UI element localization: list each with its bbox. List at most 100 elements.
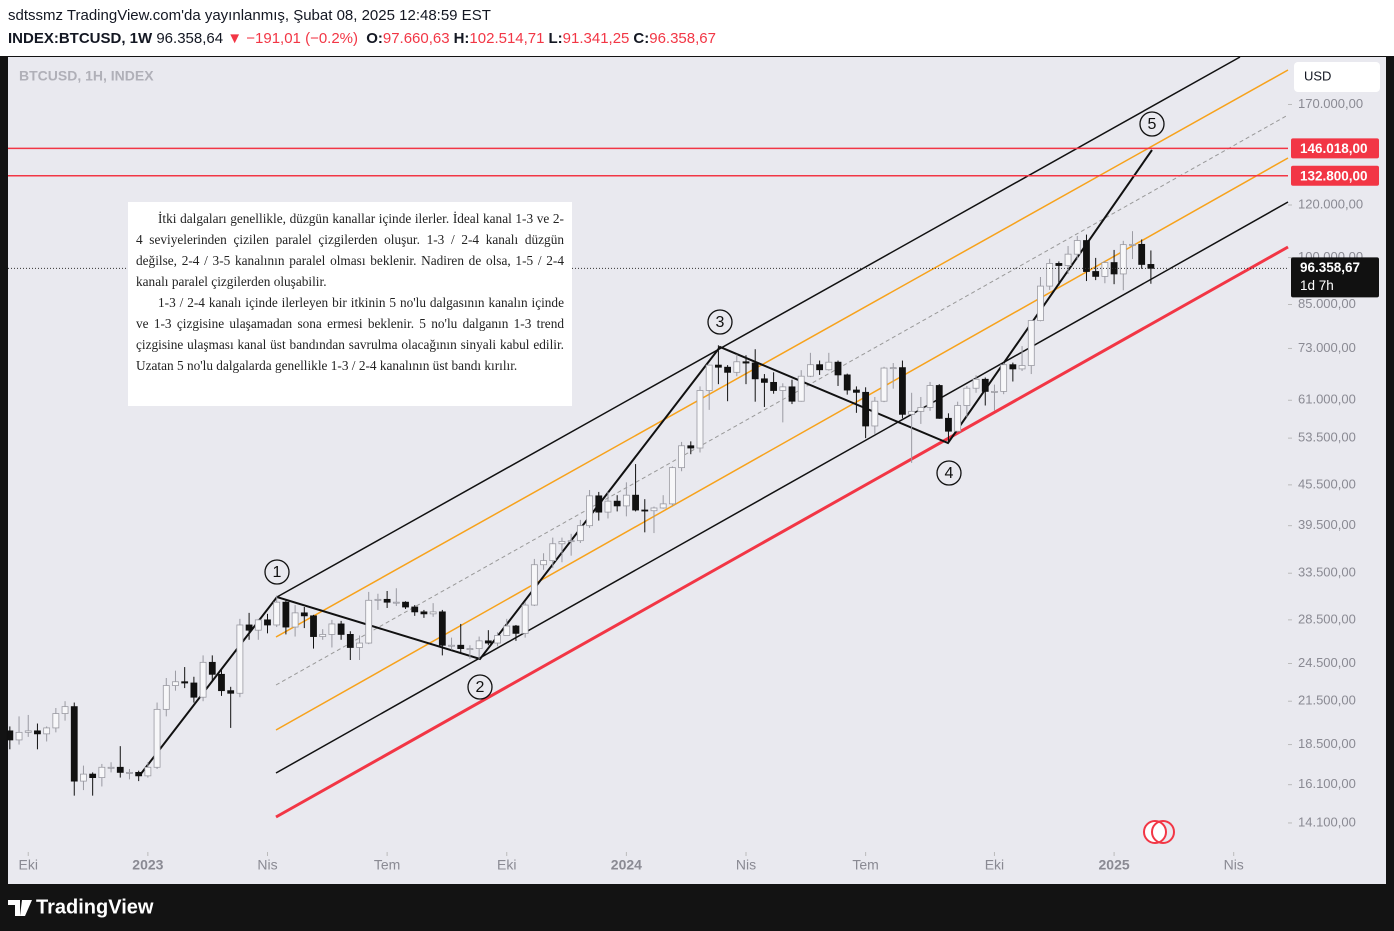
ohlc-value: 96.358,67	[649, 30, 716, 47]
y-tick-label: 120.000,00	[1298, 196, 1363, 211]
x-tick-label: Eki	[19, 857, 38, 873]
candle-body	[899, 367, 906, 415]
candle-body	[512, 625, 520, 634]
candle-body	[797, 375, 805, 402]
candle-body	[153, 708, 161, 768]
candle-body	[135, 771, 143, 777]
candle-body	[264, 619, 271, 626]
channel-line	[276, 56, 1241, 598]
candle-body	[641, 509, 649, 512]
candle-body	[190, 682, 198, 698]
candle-body	[172, 681, 179, 686]
brand: TradingView	[36, 896, 154, 918]
candle-body	[254, 619, 262, 631]
ohlc-key: H:	[454, 30, 470, 47]
candle-body	[383, 598, 391, 603]
candle-body	[1119, 244, 1127, 275]
candle-body	[613, 500, 621, 507]
candle-body	[494, 635, 501, 644]
candles	[6, 231, 1155, 796]
candle-body	[567, 540, 575, 543]
candle-body	[586, 495, 593, 527]
level-tag	[1291, 138, 1379, 159]
candle-body	[89, 773, 97, 778]
x-tick-label: Tem	[374, 857, 400, 873]
wave-label: 5	[1148, 116, 1157, 133]
last-price-label: 96.358,67	[1300, 260, 1360, 275]
candle-body	[1129, 243, 1136, 246]
candle-body	[650, 507, 658, 512]
candle-body	[126, 771, 133, 774]
footer-bg	[0, 884, 1394, 931]
candle-body	[816, 364, 824, 371]
candle-body	[34, 730, 41, 735]
candle-body	[1110, 262, 1118, 275]
candle-body	[52, 713, 60, 729]
wave-label: 4	[945, 465, 954, 482]
candle-body	[1064, 253, 1072, 266]
currency-button[interactable]	[1294, 62, 1380, 92]
y-tick-label: 45.500,00	[1298, 476, 1356, 491]
candle-body	[595, 495, 603, 513]
candle-body	[300, 612, 308, 617]
candle-body	[328, 623, 336, 635]
candle-body	[576, 525, 584, 542]
candle-body	[917, 407, 925, 412]
candle-body	[668, 467, 676, 505]
note-paragraph: 1-3 / 2-4 kanalı içinde ilerleyen bir it…	[136, 295, 564, 373]
publish-info: sdtssmz TradingView.com'da yayınlanmış, …	[8, 7, 491, 24]
candle-body	[991, 391, 998, 393]
candle-body	[162, 685, 170, 710]
candle-body	[549, 543, 557, 561]
candle-body	[935, 385, 943, 419]
candle-body	[604, 500, 612, 513]
ohlc-value: 91.341,25	[563, 30, 630, 47]
candle-body	[282, 601, 290, 628]
candle-body	[227, 690, 235, 694]
x-tick-label: 2025	[1099, 857, 1130, 873]
y-tick-label: 85.000,00	[1298, 296, 1356, 311]
candle-body	[1009, 364, 1017, 370]
candle-body	[365, 599, 373, 644]
candle-body	[770, 381, 778, 391]
wave-label: 3	[716, 314, 725, 331]
x-tick-label: Nis	[257, 857, 277, 873]
candle-body	[1101, 262, 1109, 277]
ohlc-value: 97.660,63	[383, 30, 450, 47]
wave-label: 1	[273, 564, 282, 581]
candle-body	[963, 387, 971, 406]
x-tick-label: Nis	[736, 857, 756, 873]
y-tick-label: 53.500,00	[1298, 430, 1356, 445]
wave-circle	[936, 460, 962, 486]
candle-body	[530, 564, 538, 606]
candle-body	[1138, 243, 1146, 265]
y-tick-label: 61.000,00	[1298, 392, 1356, 407]
candle-body	[273, 601, 281, 626]
plot-bg	[8, 57, 1386, 884]
candle-body	[779, 386, 787, 391]
symbol-line: INDEX:BTCUSD, 1W 96.358,64 ▼ −191,01 (−0…	[8, 30, 716, 47]
wave-circle	[467, 674, 493, 700]
x-tick-label: 2023	[132, 857, 163, 873]
candle-body	[116, 766, 124, 773]
candle-body	[926, 385, 934, 408]
candle-body	[310, 615, 317, 637]
y-tick-label: 21.500,00	[1298, 693, 1356, 708]
ohlc-key: L:	[549, 30, 563, 47]
candle-body	[705, 364, 713, 391]
y-tick-label: 73.000,00	[1298, 340, 1356, 355]
candle-body	[374, 598, 382, 601]
candle-body	[70, 706, 78, 782]
x-tick-label: Eki	[985, 857, 1004, 873]
legend: BTCUSD, 1H, INDEX	[19, 68, 154, 84]
candle-body	[420, 611, 428, 615]
candle-body	[181, 681, 189, 684]
candle-body	[15, 731, 23, 741]
candle-body	[61, 706, 69, 714]
candle-body	[24, 730, 32, 733]
candle-body	[687, 445, 695, 449]
candle-body	[724, 366, 731, 373]
y-tick-label: 28.500,00	[1298, 611, 1356, 626]
y-tick-label: 18.500,00	[1298, 736, 1356, 751]
candle-body	[319, 634, 327, 637]
